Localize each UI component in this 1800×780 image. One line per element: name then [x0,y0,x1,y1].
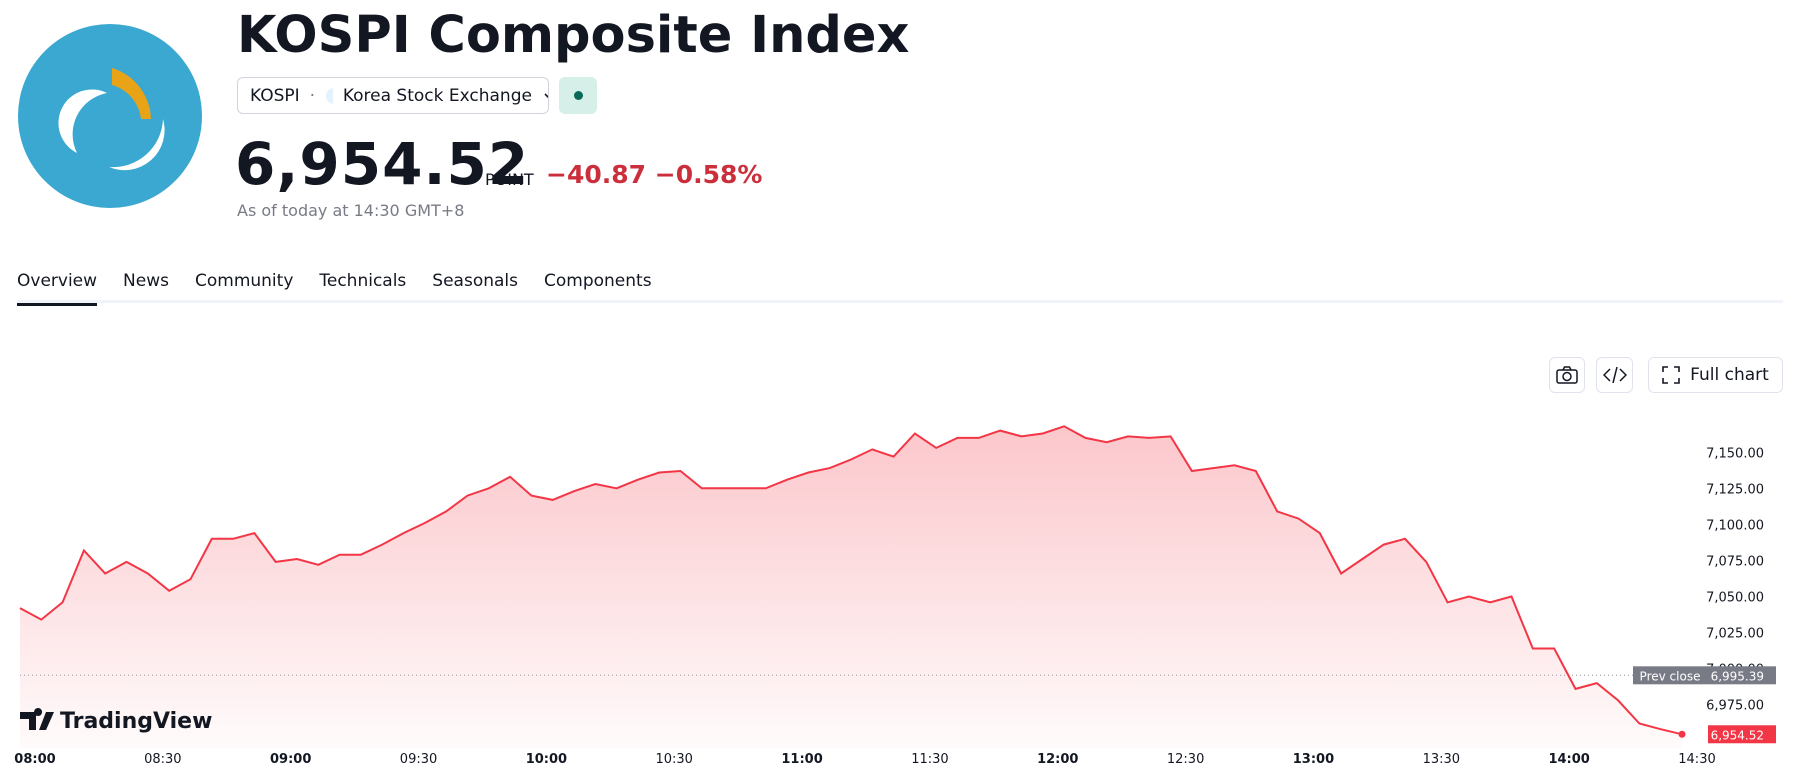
title: KOSPI Composite Index [237,6,910,65]
tab[interactable]: News [123,271,169,291]
chart: 6,975.007,000.007,025.007,050.007,075.00… [14,425,1776,767]
prev-close-value-tag [1708,666,1776,685]
x-tick-label: 13:30 [1423,752,1460,767]
snapshot-button[interactable] [1549,357,1585,393]
change-pct: −0.58% [654,160,763,189]
exchange: Korea Stock Exchange [342,85,532,106]
y-tick-label: 7,125.00 [1706,482,1764,497]
symbol-selector[interactable]: KOSPI · Korea Stock Exchange [237,77,549,114]
y-tick-label: 7,150.00 [1706,446,1764,461]
code-icon [1602,366,1627,384]
y-tick-label: 6,975.00 [1706,699,1764,714]
x-tick-label: 10:00 [526,752,567,767]
x-tick-label: 14:30 [1678,752,1715,767]
x-tick-label: 12:00 [1037,752,1078,767]
x-tick-label: 13:00 [1293,752,1334,767]
embed-button[interactable] [1596,357,1633,393]
tab[interactable]: Technicals [319,271,407,291]
area [20,426,1682,748]
chevron [544,92,548,98]
watermark-text: TradingView [60,709,212,734]
last-price-tag [1708,725,1776,744]
expand-icon [1662,366,1680,384]
tab-rule [17,300,1783,303]
y-tick-label: 7,025.00 [1706,627,1764,642]
full-chart-label: Full chart [1690,365,1769,385]
change: −40.87 −0.58% [546,160,762,189]
exchange-icon [326,87,333,104]
market-status[interactable] [559,77,597,114]
y-tick-label: 7,075.00 [1706,554,1764,569]
x-tick-label: 11:30 [911,752,948,767]
tab[interactable]: Components [544,271,652,291]
tab[interactable]: Community [194,271,294,291]
last-price-label: 6,954.52 [1711,728,1764,742]
x-tick-label: 08:30 [144,752,181,767]
prev-close-label: Prev close [1640,669,1701,683]
tab[interactable]: Overview [17,271,98,306]
x-tick-label: 10:30 [655,752,692,767]
full-chart-button[interactable]: Full chart [1648,357,1783,393]
x-tick-label: 09:30 [400,752,437,767]
x-tick-label: 09:00 [270,752,311,767]
watermark: TradingView [20,708,212,734]
y-tick-label: 7,100.00 [1706,518,1764,533]
unit: POINT [485,170,534,189]
x-tick-label: 12:30 [1167,752,1204,767]
camera-icon [1556,366,1578,384]
change-abs: −40.87 [546,160,647,189]
logo [18,24,202,208]
ticker: KOSPI [250,85,300,106]
last-point [1678,730,1686,738]
tabs: Overview News Community Technicals Seasonals… [17,271,652,306]
price: 6,954.52 [235,130,530,198]
line [19,425,1683,736]
x-tick-label: 11:00 [781,752,822,767]
watermark-logo [20,708,54,730]
y-tick-label: 7,050.00 [1706,591,1764,606]
tab[interactable]: Seasonals [432,271,518,291]
prev-close-tag [1633,666,1708,685]
as-of: As of today at 14:30 GMT+8 [237,201,465,220]
x-tick-label: 08:00 [14,752,55,767]
prev-close-value: 6,995.39 [1711,669,1764,683]
x-tick-label: 14:00 [1548,752,1589,767]
